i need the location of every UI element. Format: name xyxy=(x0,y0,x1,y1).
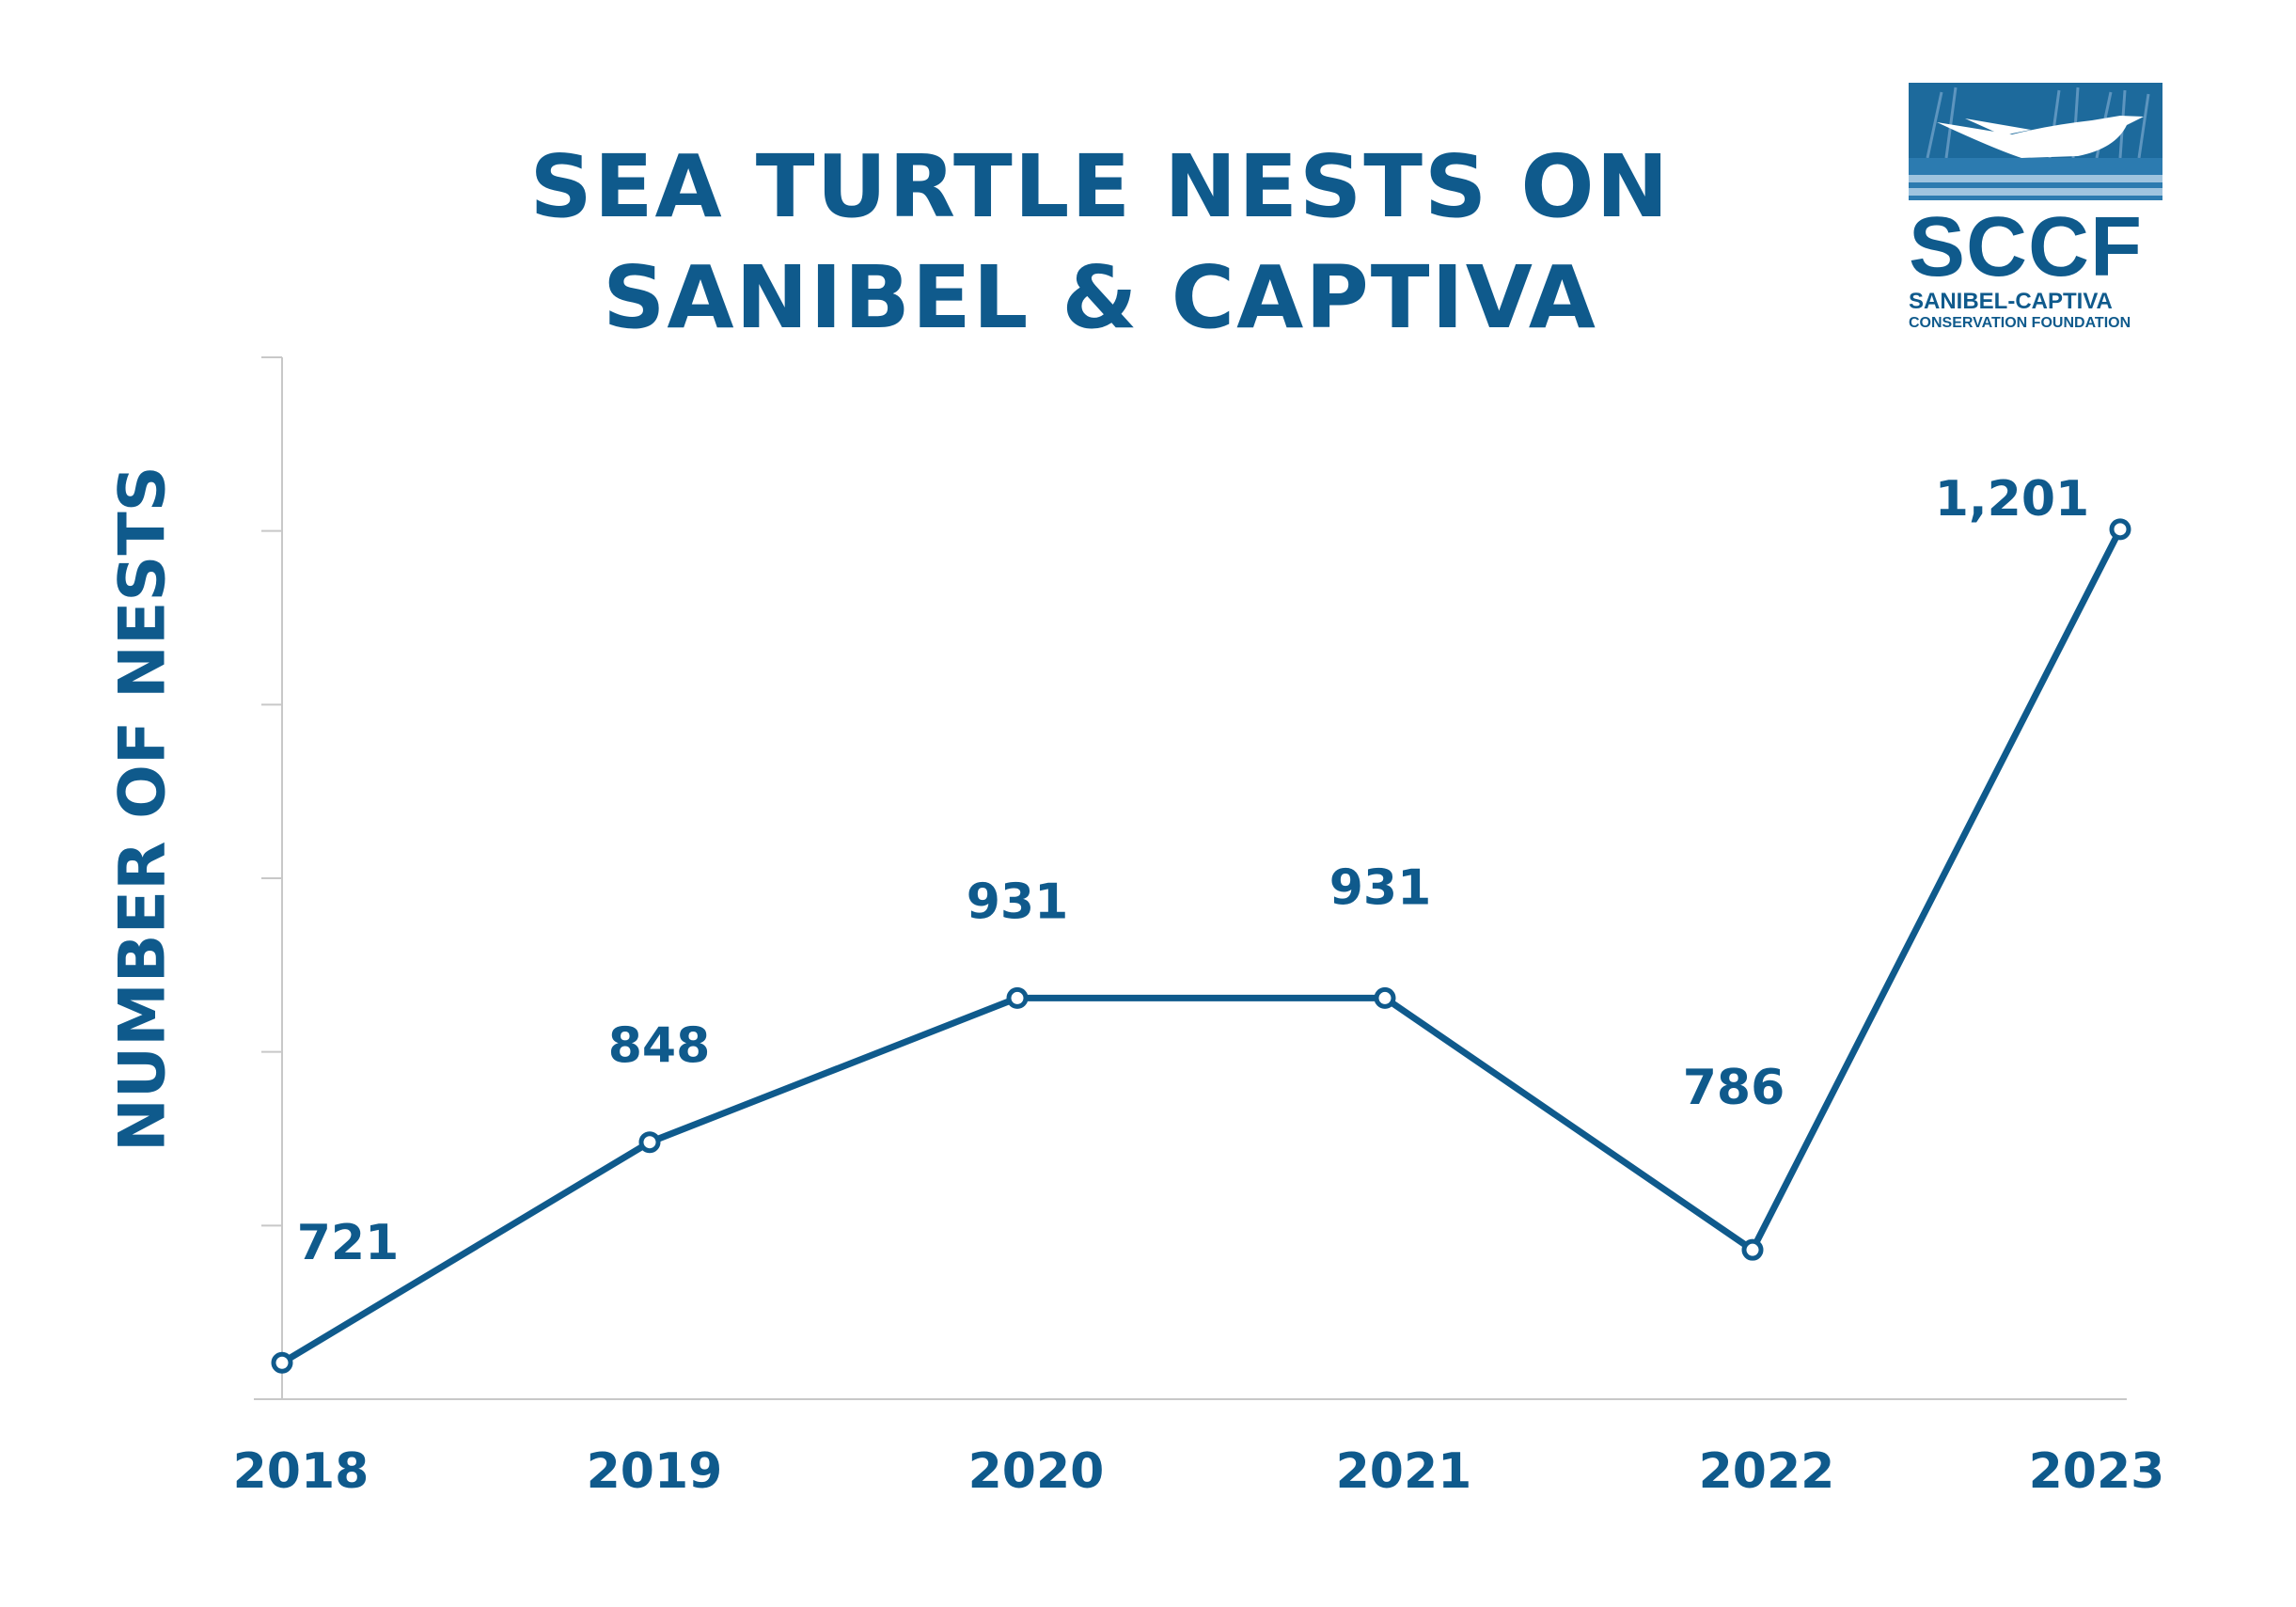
data-point xyxy=(1006,986,1029,1009)
x-tick-label: 2020 xyxy=(968,1443,1105,1500)
x-tick-label: 2023 xyxy=(2029,1443,2165,1500)
data-label: 848 xyxy=(608,1018,711,1075)
data-point xyxy=(2109,518,2131,541)
series-line xyxy=(280,528,2124,1366)
data-label: 931 xyxy=(967,874,1069,930)
x-tick-label: 2022 xyxy=(1699,1443,1835,1500)
data-point xyxy=(1741,1238,1764,1261)
bird-logo-icon xyxy=(1909,83,2162,200)
sccf-logo: SCCF SANIBEL-CAPTIVA CONSERVATION FOUNDA… xyxy=(1909,83,2162,333)
data-point xyxy=(271,1351,293,1374)
logo-org-line-1: SANIBEL-CAPTIVA xyxy=(1909,289,2113,314)
data-point xyxy=(1374,986,1396,1009)
logo-abbr: SCCF xyxy=(1909,200,2143,294)
chart-title-line-2: SANIBEL & CAPTIVA xyxy=(603,247,1597,348)
x-tick-label: 2021 xyxy=(1336,1443,1472,1500)
x-tick-label: 2018 xyxy=(233,1443,370,1500)
x-tick-label: 2019 xyxy=(587,1443,723,1500)
data-label: 931 xyxy=(1329,859,1432,916)
logo-org-line-2: CONSERVATION FOUNDATION xyxy=(1909,315,2131,331)
data-label: 786 xyxy=(1683,1060,1785,1116)
chart-title: SEA TURTLE NESTS ON SANIBEL & CAPTIVA xyxy=(0,132,2200,354)
chart-title-line-1: SEA TURTLE NESTS ON xyxy=(529,136,1671,237)
data-point xyxy=(638,1131,661,1154)
data-label: 1,201 xyxy=(1935,471,2089,528)
data-label: 721 xyxy=(297,1215,400,1271)
